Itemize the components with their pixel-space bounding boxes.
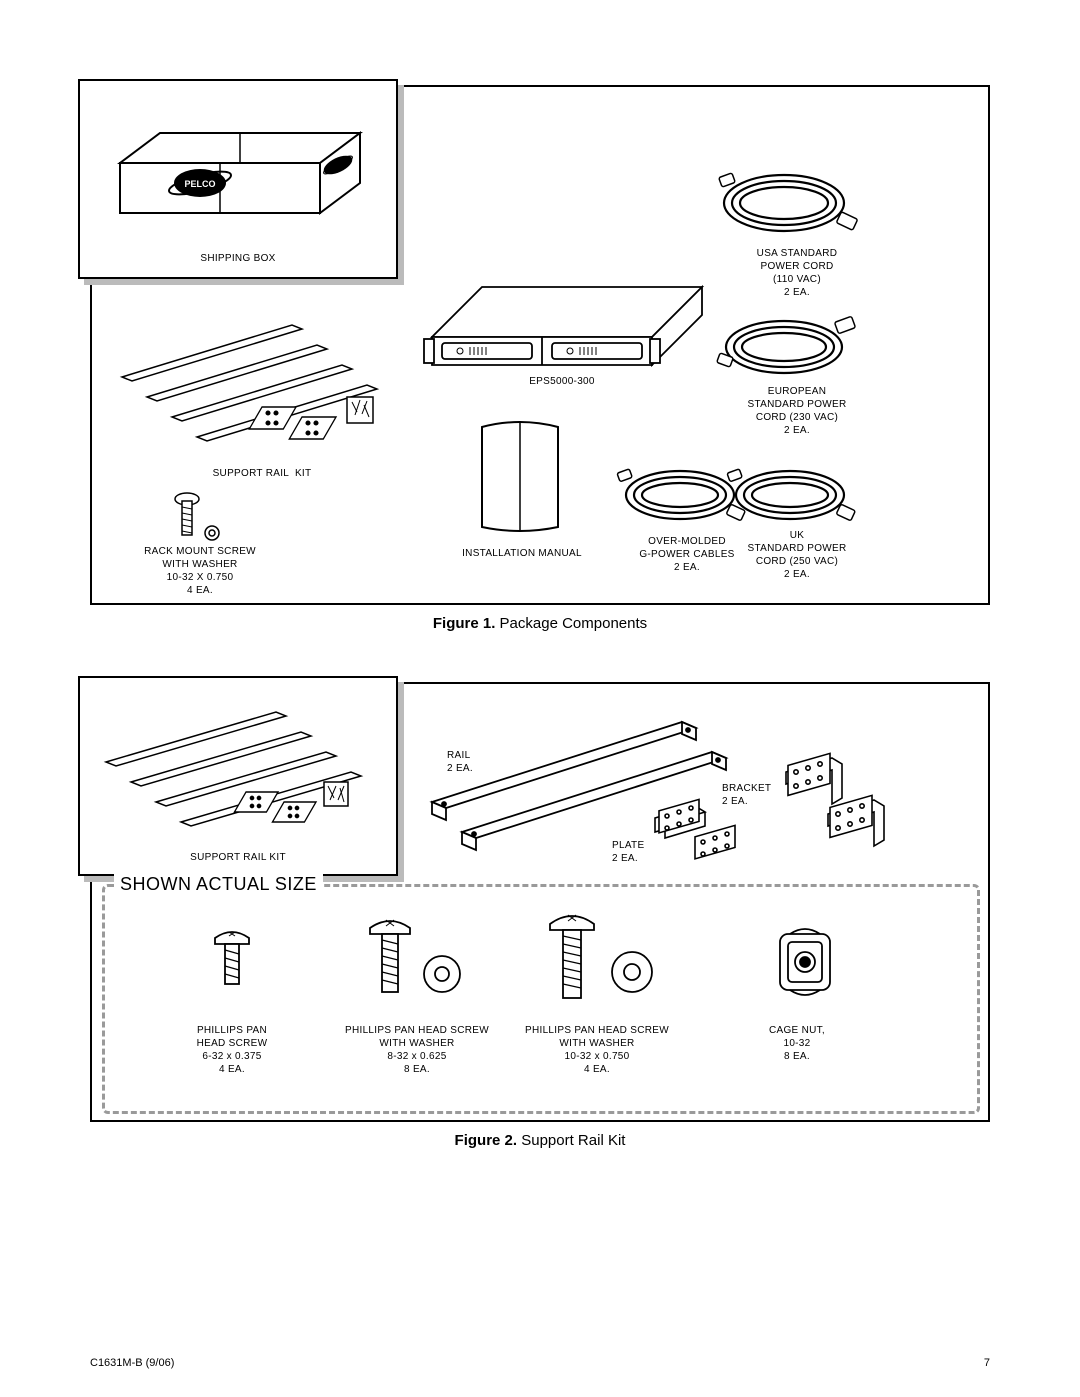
support-rail-kit-illustration-2 (96, 692, 386, 852)
rack-mount-screw-illustration (172, 487, 232, 547)
support-rail-kit-label: SUPPORT RAIL KIT (192, 467, 332, 480)
usa-cord-label: USA STANDARD POWER CORD (110 VAC) 2 EA. (732, 247, 862, 299)
actual-size-title: SHOWN ACTUAL SIZE (114, 874, 323, 895)
shipping-box-label: SHIPPING BOX (80, 252, 396, 265)
screw-2-label: PHILLIPS PAN HEAD SCREW WITH WASHER 8-32… (332, 1024, 502, 1076)
uk-cord-label: UK STANDARD POWER CORD (250 VAC) 2 EA. (732, 529, 862, 581)
rail-label: RAIL 2 EA. (447, 749, 507, 775)
plate-label: PLATE 2 EA. (612, 839, 672, 865)
support-rail-kit-illustration-1 (112, 297, 412, 467)
usa-cord-illustration (712, 157, 872, 252)
shipping-box-illustration: PELCO (100, 93, 380, 233)
screw-1-label: PHILLIPS PAN HEAD SCREW 6-32 x 0.375 4 E… (162, 1024, 302, 1076)
figure-2-frame: SUPPORT RAIL KIT RAIL 2 EA. (90, 682, 990, 1122)
bracket-label: BRACKET 2 EA. (722, 782, 792, 808)
figure-2-caption-text: Support Rail Kit (517, 1132, 625, 1149)
page: PELCO SHIPPING BOX (90, 85, 990, 1149)
manual-label: INSTALLATION MANUAL (442, 547, 602, 560)
screw-3-label: PHILLIPS PAN HEAD SCREW WITH WASHER 10-3… (512, 1024, 682, 1076)
page-footer: C1631M-B (9/06) 7 (90, 1357, 990, 1369)
eu-cord-label: EUROPEAN STANDARD POWER CORD (230 VAC) 2… (732, 385, 862, 437)
footer-page-num: 7 (984, 1357, 990, 1369)
figure-1-inset: PELCO SHIPPING BOX (78, 79, 398, 279)
footer-doc-id: C1631M-B (9/06) (90, 1357, 174, 1369)
figure-1-frame: PELCO SHIPPING BOX (90, 85, 990, 605)
figure-1-caption: Figure 1. Package Components (90, 615, 990, 632)
uk-cord-illustration (722, 457, 872, 537)
cage-nut-illustration (772, 926, 842, 1006)
figure-2-inset: SUPPORT RAIL KIT (78, 676, 398, 876)
figure-2-caption: Figure 2. Support Rail Kit (90, 1132, 990, 1149)
figure-1-caption-text: Package Components (495, 615, 647, 632)
screw-2-illustration (362, 912, 472, 1012)
eu-cord-illustration (712, 307, 872, 392)
rack-mount-screw-label: RACK MOUNT SCREW WITH WASHER 10-32 X 0.7… (120, 545, 280, 597)
figure-2-caption-prefix: Figure 2. (455, 1132, 518, 1149)
figure-1-caption-prefix: Figure 1. (433, 615, 496, 632)
manual-illustration (462, 417, 582, 547)
svg-text:PELCO: PELCO (184, 179, 215, 189)
screw-1-illustration (207, 924, 257, 1014)
support-rail-kit-label-2: SUPPORT RAIL KIT (80, 851, 396, 864)
cage-nut-label: CAGE NUT, 10-32 8 EA. (732, 1024, 862, 1063)
eps-label: EPS5000-300 (502, 375, 622, 388)
screw-3-illustration (542, 906, 662, 1016)
eps-unit-illustration (412, 247, 712, 387)
